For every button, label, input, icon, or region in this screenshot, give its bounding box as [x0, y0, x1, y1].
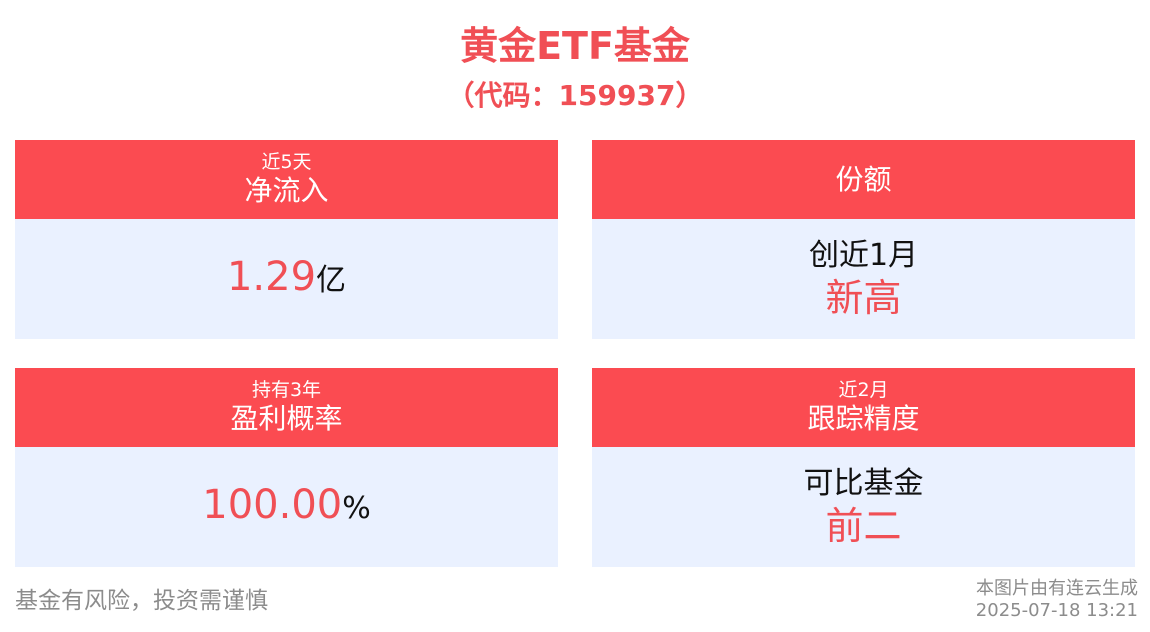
metric-unit: 亿 [316, 263, 347, 298]
card-header-period: 持有3年 [251, 378, 322, 401]
card-header-period: 近2月 [838, 378, 889, 401]
card-header-title: 盈利概率 [230, 401, 343, 435]
card-shares: 份额 创近1月 新高 [592, 140, 1135, 339]
card-body: 创近1月 新高 [592, 219, 1135, 339]
card-profit-probability: 持有3年 盈利概率 100.00 % [15, 368, 558, 567]
metric: 100.00 % [202, 481, 370, 533]
metric-unit: % [342, 491, 371, 526]
card-header-title: 净流入 [244, 173, 329, 207]
card-header-period: 近5天 [261, 150, 312, 173]
generation-info: 本图片由有连云生成 2025-07-18 13:21 [976, 578, 1138, 622]
card-header-title: 份额 [835, 162, 892, 196]
card-header: 近2月 跟踪精度 [592, 368, 1135, 447]
card-tracking-precision: 近2月 跟踪精度 可比基金 前二 [592, 368, 1135, 567]
card-header: 份额 [592, 140, 1135, 219]
card-net-inflow: 近5天 净流入 1.29 亿 [15, 140, 558, 339]
card-header: 近5天 净流入 [15, 140, 558, 219]
card-description: 可比基金 [803, 466, 924, 501]
timestamp: 2025-07-18 13:21 [975, 600, 1138, 621]
card-body: 100.00 % [15, 447, 558, 567]
metric-value: 100.00 [202, 482, 343, 528]
card-header-title: 跟踪精度 [807, 401, 920, 435]
risk-disclaimer: 基金有风险，投资需谨慎 [15, 588, 268, 614]
generated-by-text: 本图片由有连云生成 [976, 578, 1138, 599]
page-title: 黄金ETF基金 [460, 24, 690, 68]
fund-code: （代码：159937） [446, 79, 704, 112]
metric: 1.29 亿 [227, 253, 346, 305]
card-highlight: 前二 [825, 504, 902, 548]
card-body: 可比基金 前二 [592, 447, 1135, 567]
card-header: 持有3年 盈利概率 [15, 368, 558, 447]
card-description: 创近1月 [808, 238, 919, 273]
card-highlight: 新高 [825, 276, 902, 320]
card-body: 1.29 亿 [15, 219, 558, 339]
metric-value: 1.29 [226, 254, 317, 300]
